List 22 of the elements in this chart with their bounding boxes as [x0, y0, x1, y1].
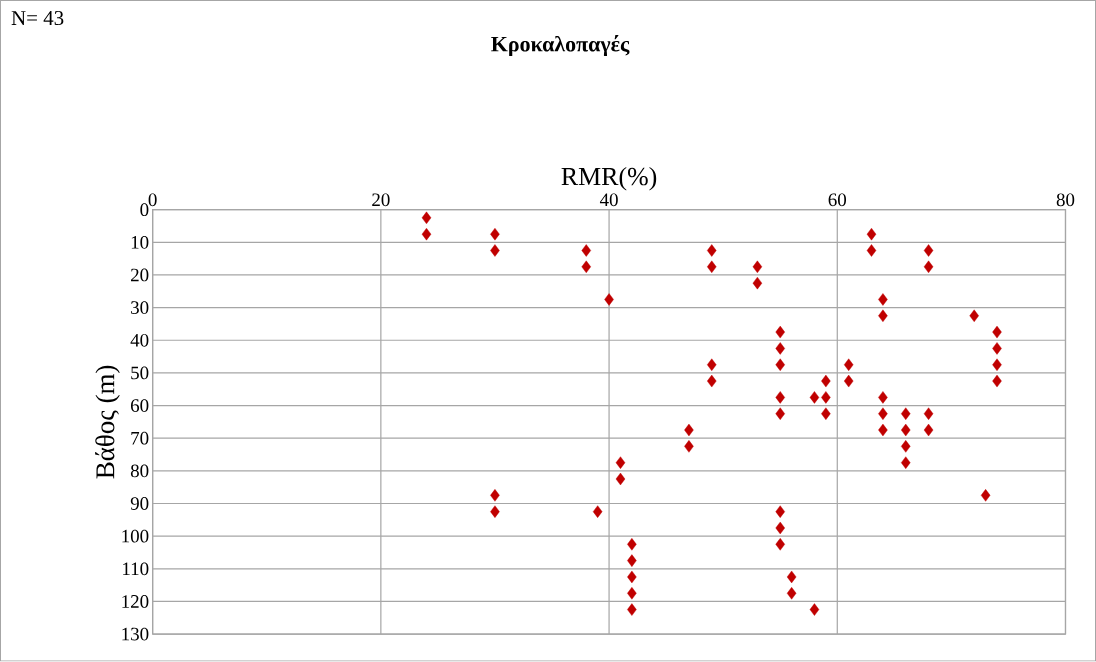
y-tick-label: 10	[131, 236, 149, 249]
y-tick-label: 60	[130, 399, 149, 413]
x-axis-title: RMR(%)	[561, 167, 657, 191]
y-tick-label: 0	[140, 203, 149, 217]
y-axis-title: Βάθος (m)	[95, 365, 120, 479]
y-tick-label: 70	[131, 432, 149, 445]
y-tick-label: 80	[130, 464, 149, 478]
y-tick-label: 20	[131, 268, 149, 282]
x-tick-label: 20	[372, 193, 390, 207]
y-tick-label: 40	[130, 334, 149, 347]
x-tick-label: 40	[599, 193, 618, 207]
text: N= 43	[11, 11, 64, 26]
y-tick-label: 110	[123, 562, 149, 576]
x-tick-label: 80	[1056, 193, 1075, 207]
y-tick-label: 120	[122, 595, 149, 609]
x-tick-label: 60	[828, 193, 847, 207]
y-tick-label: 130	[122, 627, 149, 641]
y-tick-label: 30	[131, 301, 149, 315]
chart-title: Κροκαλοπαγές	[491, 35, 630, 57]
y-tick-label: 100	[122, 529, 149, 543]
y-tick-label: 90	[130, 497, 149, 511]
y-tick-label: 50	[131, 366, 149, 380]
